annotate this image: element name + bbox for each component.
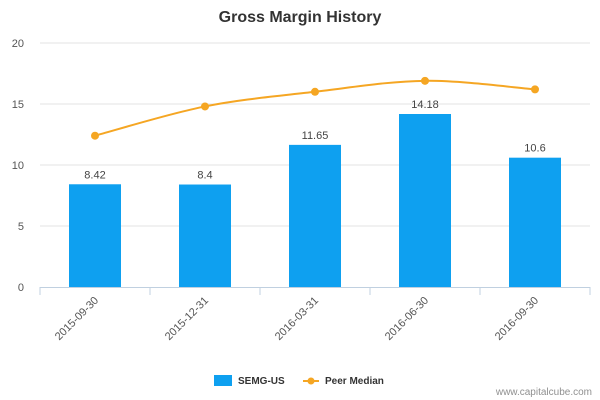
x-tick-label: 2016-09-30 [493, 295, 541, 343]
legend-label-peer: Peer Median [325, 376, 384, 387]
y-tick-label: 5 [18, 221, 24, 233]
y-tick-label: 10 [12, 160, 24, 172]
y-axis-ticks: 0 5 10 15 20 [12, 38, 24, 294]
y-tick-label: 15 [12, 99, 24, 111]
bar-data-label: 8.42 [84, 169, 105, 181]
legend-label-semg: SEMG-US [238, 376, 285, 387]
bar [289, 144, 341, 287]
legend-swatch-semg [214, 375, 232, 386]
x-tick-label: 2015-09-30 [53, 295, 101, 343]
peer-median-point [311, 87, 319, 96]
peer-median-point [531, 85, 539, 94]
x-tick-label: 2016-03-31 [273, 295, 321, 343]
peer-median-point [91, 131, 99, 140]
bar-data-label: 8.4 [197, 170, 212, 182]
legend: SEMG-US Peer Median [214, 375, 384, 387]
peer-median-point [421, 76, 429, 85]
bar-data-label: 11.65 [302, 130, 329, 142]
bar-series: 8.42 8.4 11.65 14.18 10.6 [69, 99, 561, 287]
bar [179, 184, 231, 287]
x-tick-label: 2015-12-31 [163, 295, 211, 343]
x-tick-label: 2016-06-30 [383, 295, 431, 343]
peer-median-point [201, 102, 209, 111]
legend-swatch-peer-dot [307, 377, 315, 385]
bar [399, 114, 451, 287]
bar [509, 157, 561, 287]
y-tick-label: 20 [12, 38, 24, 50]
chart-title: Gross Margin History [219, 9, 382, 26]
bar-data-label: 10.6 [524, 143, 545, 155]
y-tick-label: 0 [18, 282, 24, 294]
bar [69, 184, 121, 287]
line-series [91, 76, 539, 140]
bar-data-label: 14.18 [411, 99, 439, 111]
credit-text: www.capitalcube.com [495, 387, 592, 398]
x-axis: 2015-09-30 2015-12-31 2016-03-31 2016-06-30… [39, 287, 591, 343]
